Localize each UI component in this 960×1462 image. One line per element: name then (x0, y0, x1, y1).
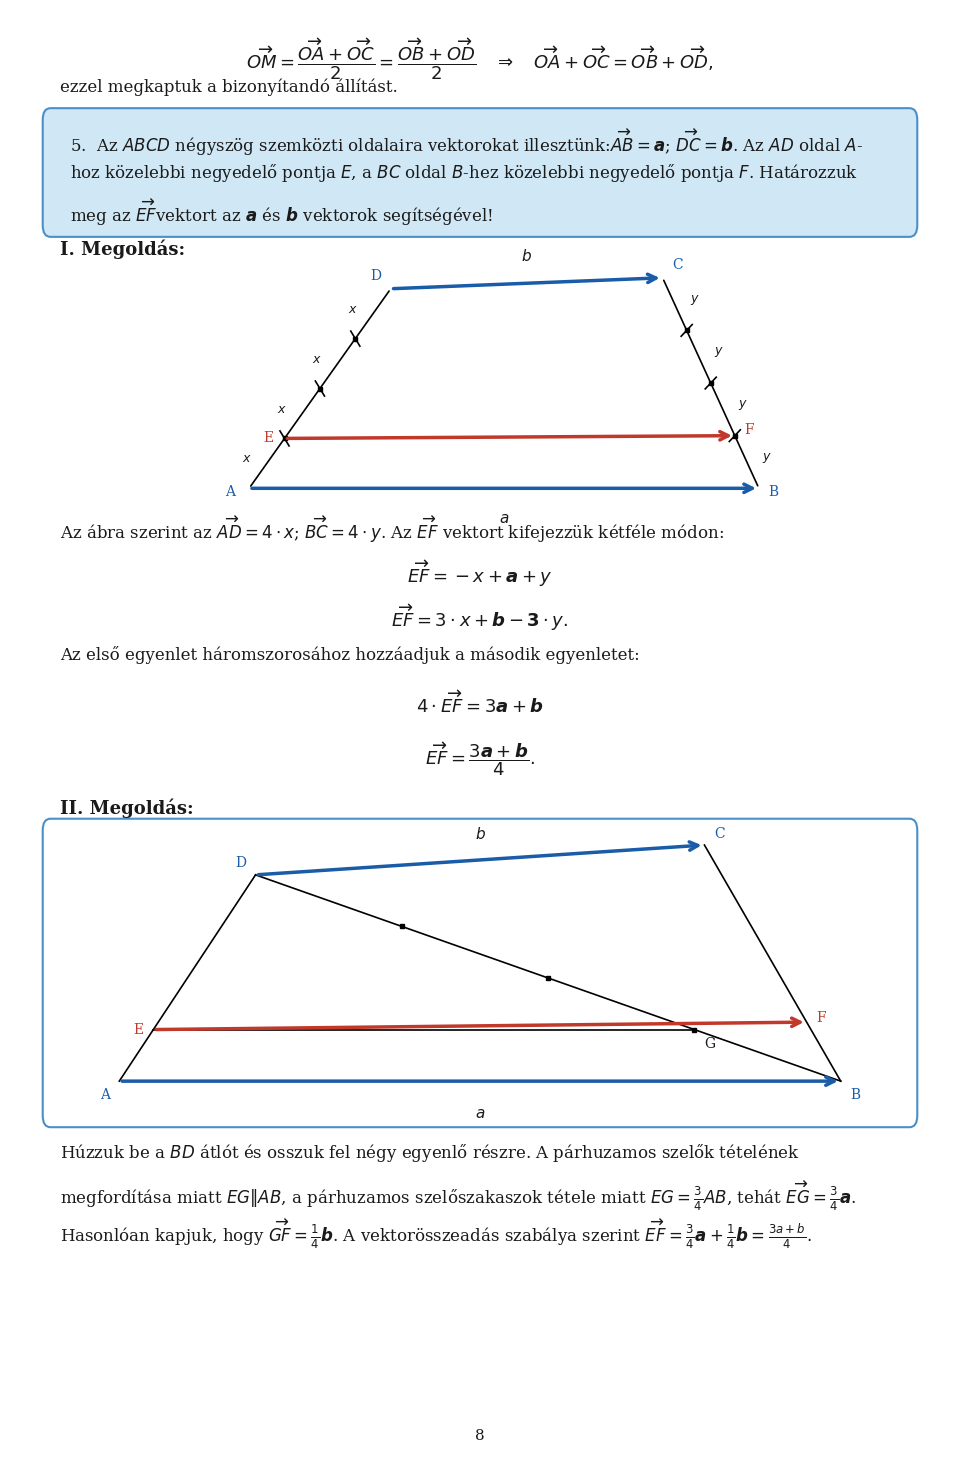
Text: F: F (744, 423, 754, 437)
Text: $\overrightarrow{EF} = \dfrac{3\boldsymbol{a} + \boldsymbol{b}}{4}.$: $\overrightarrow{EF} = \dfrac{3\boldsymb… (424, 740, 536, 778)
Text: $4 \cdot \overrightarrow{EF} = 3\boldsymbol{a} + \boldsymbol{b}$: $4 \cdot \overrightarrow{EF} = 3\boldsym… (416, 690, 544, 716)
Text: $\overrightarrow{EF} = 3 \cdot x + \boldsymbol{b} - \mathbf{3} \cdot y.$: $\overrightarrow{EF} = 3 \cdot x + \bold… (392, 602, 568, 633)
Text: F: F (816, 1010, 826, 1025)
Text: $y$: $y$ (690, 292, 700, 307)
Text: E: E (133, 1022, 144, 1037)
Text: $a$: $a$ (499, 512, 509, 526)
Text: ezzel megkaptuk a bizonyítandó állítást.: ezzel megkaptuk a bizonyítandó állítást. (60, 79, 397, 96)
Text: C: C (672, 257, 683, 272)
FancyBboxPatch shape (42, 108, 917, 237)
Text: $a$: $a$ (475, 1108, 485, 1121)
Text: $x$: $x$ (277, 402, 287, 415)
Text: $x$: $x$ (242, 452, 252, 465)
Text: $y$: $y$ (762, 450, 772, 465)
Text: hoz közelebbi negyedelő pontja $E$, a $BC$ oldal $B$-hez közelebbi negyedelő pon: hoz közelebbi negyedelő pontja $E$, a $B… (69, 162, 857, 184)
Text: $x$: $x$ (312, 352, 323, 366)
Text: C: C (714, 826, 725, 841)
Text: Húzzuk be a $BD$ átlót és osszuk fel négy egyenlő részre. A párhuzamos szelők té: Húzzuk be a $BD$ átlót és osszuk fel nég… (60, 1142, 800, 1164)
Text: $\overrightarrow{EF} = -x + \boldsymbol{a} + y$: $\overrightarrow{EF} = -x + \boldsymbol{… (407, 558, 553, 589)
Text: A: A (100, 1089, 109, 1102)
FancyBboxPatch shape (42, 819, 917, 1127)
Text: meg az $\overrightarrow{EF}$vektort az $\boldsymbol{a}$ és $\boldsymbol{b}$ vekt: meg az $\overrightarrow{EF}$vektort az $… (69, 197, 492, 228)
Text: E: E (263, 431, 273, 446)
Text: I. Megoldás:: I. Megoldás: (60, 240, 185, 259)
Text: G: G (704, 1037, 715, 1051)
Text: D: D (235, 857, 246, 870)
Text: B: B (851, 1089, 860, 1102)
Text: II. Megoldás:: II. Megoldás: (60, 798, 194, 817)
Text: megfordítása miatt $EG\|AB$, a párhuzamos szelőszakaszok tétele miatt $EG = \fra: megfordítása miatt $EG\|AB$, a párhuzamo… (60, 1180, 856, 1213)
Text: Hasonlóan kapjuk, hogy $\overrightarrow{GF} = \frac{1}{4}\boldsymbol{b}$. A vekt: Hasonlóan kapjuk, hogy $\overrightarrow{… (60, 1218, 812, 1251)
Text: Az első egyenlet háromszorosához hozzáadjuk a második egyenletet:: Az első egyenlet háromszorosához hozzáad… (60, 646, 639, 664)
Text: B: B (768, 485, 779, 500)
Text: $y$: $y$ (738, 398, 748, 412)
Text: A: A (225, 485, 234, 500)
Text: $y$: $y$ (714, 345, 724, 360)
Text: D: D (371, 269, 381, 284)
Text: 5.  Az $ABCD$ négyszög szemközti oldalaira vektorokat illesztünk:$\overrightarro: 5. Az $ABCD$ négyszög szemközti oldalair… (69, 127, 862, 158)
Text: $\overrightarrow{OM} = \dfrac{\overrightarrow{OA}+\overrightarrow{OC}}{2} = \dfr: $\overrightarrow{OM} = \dfrac{\overright… (246, 37, 714, 82)
Text: 8: 8 (475, 1428, 485, 1443)
Text: $b$: $b$ (521, 249, 532, 265)
Text: Az ábra szerint az $\overrightarrow{AD} = 4 \cdot x$; $\overrightarrow{BC} = 4 \: Az ábra szerint az $\overrightarrow{AD} … (60, 515, 724, 545)
Text: $x$: $x$ (348, 303, 358, 316)
Text: $b$: $b$ (474, 826, 486, 842)
